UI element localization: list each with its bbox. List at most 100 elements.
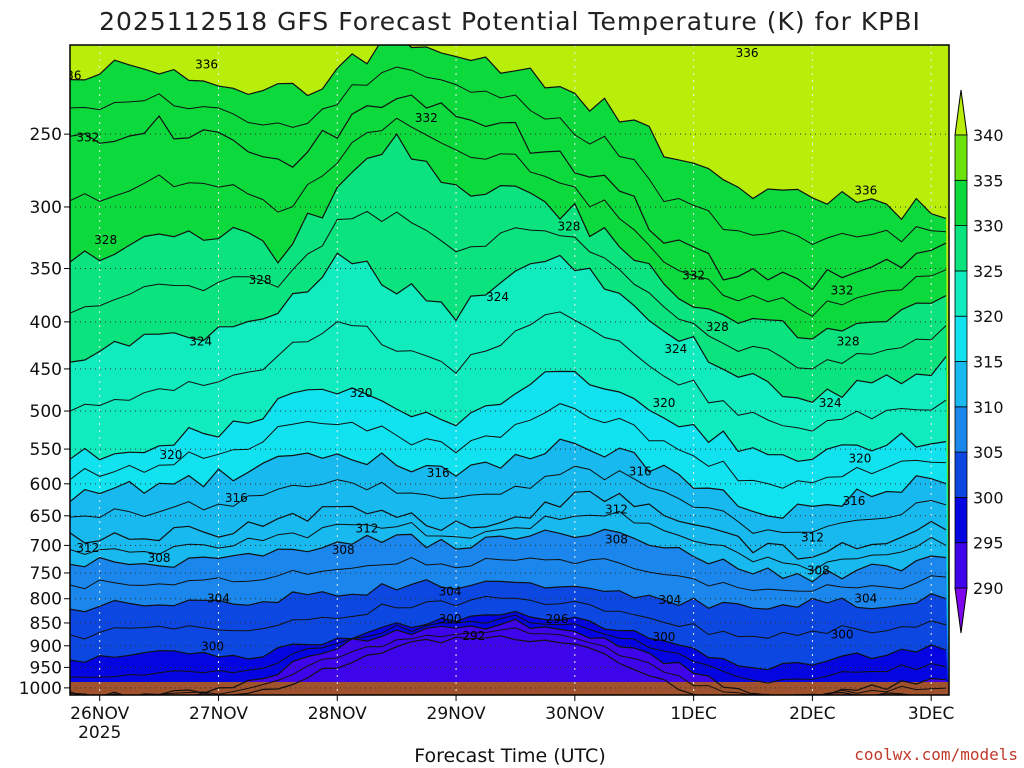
contour-label-304: 304: [439, 585, 462, 599]
contour-label-324: 324: [664, 342, 687, 356]
y-tick-label-600: 600: [30, 475, 62, 495]
y-tick-label-750: 750: [30, 564, 62, 584]
chart-title: 2025112518 GFS Forecast Potential Temper…: [99, 7, 921, 36]
contour-label-328: 328: [249, 273, 272, 287]
contour-label-336: 336: [736, 46, 759, 60]
contour-label-332: 332: [682, 268, 705, 282]
contour-label-292: 292: [462, 629, 485, 643]
y-axis-ticks: 250 300 350 400 450 500 550 600 650 700 750 800 850 9…: [19, 125, 70, 699]
colorbar-segment-335: [954, 134, 968, 181]
isentrope-mid-320: [70, 311, 947, 432]
contour-label-316: 316: [225, 491, 248, 505]
isentrope-mid-296: [70, 614, 947, 684]
fill-band-292: [70, 635, 910, 695]
contour-label-308: 308: [807, 563, 830, 577]
contour-label-336: 336: [854, 184, 877, 198]
contour-label-336: 336: [195, 57, 218, 71]
contour-label-324: 324: [819, 396, 842, 410]
x-tick-label-2DEC: 2DEC: [789, 704, 836, 724]
contour-label-320: 320: [350, 386, 373, 400]
credit-text: coolwx.com/models: [854, 745, 1018, 764]
isentrope-mid-324: [70, 210, 947, 370]
y-tick-label-300: 300: [30, 198, 62, 218]
colorbar-tick-335: 335: [973, 171, 1004, 190]
isentrope-324: [70, 252, 947, 403]
colorbar-tick-315: 315: [973, 353, 1004, 372]
colorbar-segment-295: [954, 496, 968, 544]
isentrope-mid-316: [70, 403, 947, 489]
y-tick-label-500: 500: [30, 402, 62, 422]
y-tick-label-700: 700: [30, 536, 62, 556]
plot-area: 336 336 336 336 332 332 332 332 328 328 328 328 328 3…: [70, 45, 949, 695]
y-tick-label-400: 400: [30, 313, 62, 333]
contour-label-320: 320: [160, 448, 183, 462]
y-tick-label-1000: 1000: [19, 679, 62, 699]
contour-label-316: 316: [629, 465, 652, 479]
contour-label-324: 324: [189, 334, 212, 348]
contour-label-308: 308: [605, 533, 628, 547]
contour-label-304: 304: [658, 593, 681, 607]
isentrope-mid-308: [70, 510, 947, 572]
x-tick-label-1DEC: 1DEC: [670, 704, 717, 724]
contour-label-316: 316: [427, 466, 450, 480]
contour-label-304: 304: [854, 592, 877, 606]
isentrope-304: [70, 579, 947, 613]
x-tick-label-28NOV: 28NOV: [308, 704, 367, 724]
y-tick-label-350: 350: [30, 260, 62, 280]
isentrope-328: [70, 133, 947, 340]
isentrope-mid-328: [70, 117, 947, 317]
contour-label-316: 316: [843, 494, 866, 508]
colorbar-segment-290: [954, 542, 968, 589]
colorbar-tick-305: 305: [973, 443, 1004, 462]
colorbar-tick-340: 340: [973, 126, 1004, 145]
contour-label-304: 304: [207, 592, 230, 606]
contour-label-332: 332: [415, 111, 438, 125]
colorbar-segment-330: [954, 179, 968, 227]
contour-label-312: 312: [76, 541, 99, 555]
x-tick-label-27NOV: 27NOV: [189, 704, 248, 724]
y-tick-label-950: 950: [30, 658, 62, 678]
x-tick-label-29NOV: 29NOV: [427, 704, 486, 724]
isentrope-332: [70, 94, 947, 291]
colorbar-segment-315: [954, 315, 968, 362]
colorbar-segment-300: [954, 451, 968, 498]
isentrope-300: [70, 610, 947, 671]
y-tick-label-250: 250: [30, 125, 62, 145]
y-tick-label-850: 850: [30, 614, 62, 634]
y-tick-label-800: 800: [30, 590, 62, 610]
colorbar-segment-325: [954, 225, 968, 272]
isentrope-fill-layers: [70, 45, 949, 695]
y-tick-label-550: 550: [30, 440, 62, 460]
x-tick-label-30NOV: 30NOV: [545, 704, 604, 724]
colorbar-tick-290: 290: [973, 579, 1004, 598]
y-tick-label-450: 450: [30, 360, 62, 380]
contour-label-312: 312: [801, 530, 824, 544]
contour-label-312: 312: [356, 522, 379, 536]
y-tick-label-900: 900: [30, 637, 62, 657]
x-tick-label-26NOV: 26NOV: [70, 704, 129, 724]
colorbar-tick-295: 295: [973, 534, 1004, 553]
contour-label-332: 332: [76, 130, 99, 144]
contour-label-328: 328: [557, 219, 580, 233]
contour-label-300: 300: [652, 630, 675, 644]
isentrope-316: [70, 438, 947, 519]
colorbar-tick-325: 325: [973, 262, 1004, 281]
colorbar-segment-320: [954, 270, 968, 317]
colorbar-tick-330: 330: [973, 217, 1004, 236]
isentrope-336: [70, 45, 947, 221]
plot-frame: [69, 44, 950, 696]
isentrope-320: [70, 370, 947, 462]
isentrope-mid-300: [70, 595, 947, 640]
isentrope-308: [70, 528, 947, 583]
colorbar: 290 295 300 305 310 315 320 325 330 335 340: [954, 89, 1004, 634]
contour-label-320: 320: [848, 451, 871, 465]
contour-label-328: 328: [94, 233, 117, 247]
x-tick-sublabel: 2025: [78, 723, 121, 743]
y-tick-label-650: 650: [30, 507, 62, 527]
contour-label-296: 296: [546, 612, 569, 626]
colorbar-segment-310: [954, 361, 968, 408]
contour-label-300: 300: [831, 628, 854, 642]
colorbar-extend-top: [954, 89, 968, 136]
